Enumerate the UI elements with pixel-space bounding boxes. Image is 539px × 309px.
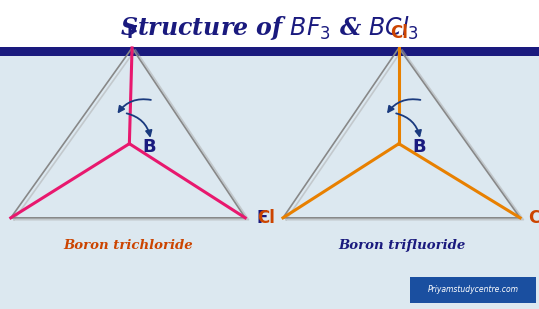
Bar: [0, 0, 539, 48]
Text: F: F: [257, 209, 268, 227]
Bar: [0, 47, 539, 56]
Text: Structure of $BF_3$ & $BCl_3$: Structure of $BF_3$ & $BCl_3$: [120, 15, 419, 42]
Text: B: B: [143, 138, 156, 156]
Text: Cl: Cl: [528, 209, 539, 227]
Text: Priyamstudycentre.com: Priyamstudycentre.com: [427, 285, 519, 294]
Text: F: F: [126, 24, 138, 42]
Text: Boron trifluoride: Boron trifluoride: [338, 239, 465, 252]
Text: Boron trichloride: Boron trichloride: [63, 239, 193, 252]
Text: Cl: Cl: [257, 209, 275, 227]
Bar: [410, 277, 536, 303]
Text: B: B: [412, 138, 426, 156]
Text: Cl: Cl: [390, 24, 408, 42]
